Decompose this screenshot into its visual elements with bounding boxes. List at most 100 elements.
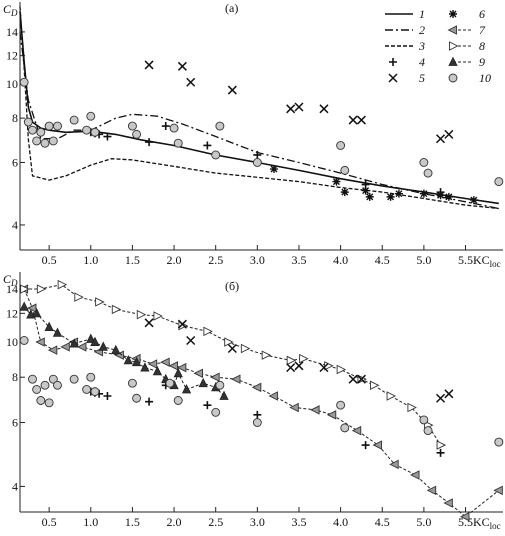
series-7-point: [147, 359, 158, 369]
series-4-point: [203, 401, 212, 410]
series-6-point: [419, 189, 428, 198]
series-8-point: [386, 391, 397, 401]
panel-2: 0.5 1.0 1.5 2.0 2.5 3.0 3.5 4.0 4.5 5.0 5.54681012…: [3, 272, 504, 531]
series-6-point: [365, 192, 374, 201]
series-10-point: [127, 378, 137, 388]
series-10-point: [211, 407, 221, 417]
series-10-point: [53, 121, 62, 131]
series-7-point: [426, 485, 437, 496]
series-8-point: [286, 355, 297, 366]
series-7-point: [210, 372, 220, 382]
series-7-point: [326, 410, 337, 420]
y-axis-label-sub: D: [10, 278, 18, 288]
legend-swatch-marker: [448, 56, 458, 66]
series-10-point: [86, 111, 96, 121]
series-6-point: [340, 188, 349, 197]
series-4-point: [103, 132, 112, 141]
x-tick-label: 5.0: [416, 515, 431, 529]
series-8-point: [136, 309, 147, 320]
x-tick-label: 4.0: [333, 515, 348, 529]
series-7-point: [493, 485, 503, 496]
x-tick-label: 3.0: [250, 515, 265, 529]
series-10-point: [252, 158, 262, 167]
y-axis-label-sub: D: [10, 8, 18, 18]
y-tick-label: 8: [12, 111, 18, 125]
series-6-point: [386, 192, 395, 201]
series-5-point: [436, 134, 446, 144]
legend-swatch-marker: [388, 73, 398, 83]
series-4-point: [203, 141, 212, 150]
series-8-point: [111, 304, 122, 315]
legend-label: 6: [479, 7, 485, 21]
series-5-point: [177, 61, 187, 71]
series-7-point: [47, 345, 58, 355]
x-tick-label: 4.5: [375, 515, 390, 529]
y-tick-label: 14: [6, 25, 18, 39]
series-10-point: [28, 374, 37, 384]
x-tick-label: 1.0: [83, 515, 98, 529]
x-tick-label: 0.5: [42, 253, 57, 267]
series-10-point: [494, 177, 504, 187]
series-10-point: [215, 380, 225, 390]
x-tick-label: 1.0: [83, 253, 98, 267]
series-7-point: [372, 440, 383, 450]
series-6-point: [469, 196, 478, 205]
x-tick-label: 3.0: [250, 253, 265, 267]
series-9-point: [181, 384, 192, 394]
series-10-point: [40, 138, 50, 148]
series-9-point: [173, 367, 183, 378]
x-axis-label-sub: loc: [490, 259, 501, 269]
series-4-point: [253, 410, 262, 419]
series-5-point: [294, 102, 304, 112]
series-7-point: [410, 470, 420, 480]
series-8-point: [57, 279, 68, 290]
legend: 1 2 3 4 5 6 7 8 9 10: [385, 7, 491, 85]
series-4-point: [436, 448, 445, 457]
series-5-point: [144, 318, 154, 328]
series-7-point: [168, 361, 179, 371]
series-5-point: [144, 60, 154, 70]
x-axis-label: KCloc: [473, 253, 501, 269]
series-6-point: [361, 186, 370, 195]
series-8-point: [336, 364, 347, 375]
legend-label: 8: [479, 39, 485, 53]
series-10-point: [44, 121, 54, 131]
x-tick-label: 1.5: [125, 515, 140, 529]
series-7-point: [35, 337, 45, 347]
legend-swatch-marker: [389, 58, 397, 66]
series-9-point: [140, 362, 150, 372]
series-10-point: [19, 336, 29, 345]
series-5-point: [319, 363, 329, 373]
series-7-point: [443, 498, 453, 508]
series-8-point: [203, 326, 213, 337]
series-5-point: [356, 374, 366, 384]
x-axis-label-sub: loc: [490, 521, 501, 531]
series-7-point: [60, 342, 70, 352]
series-8-point: [240, 343, 251, 354]
series-9-point: [131, 356, 142, 367]
series-10-point: [423, 426, 433, 436]
series-6-point: [394, 189, 403, 198]
series-10-point: [69, 374, 79, 384]
x-axis-label: KCloc: [473, 515, 501, 531]
series-9-point: [19, 301, 29, 311]
series-7-point: [460, 511, 470, 522]
series-7-point: [389, 459, 399, 470]
y-tick-label: 12: [6, 49, 18, 63]
series-8-point: [74, 292, 84, 302]
x-tick-label: 1.5: [125, 253, 140, 267]
series-8-point: [436, 440, 447, 450]
x-tick-label: 5.5: [458, 253, 473, 267]
series-5-point: [227, 85, 237, 95]
series-9-point: [198, 377, 208, 388]
series-5-point: [348, 115, 358, 125]
y-tick-label: 14: [6, 282, 18, 296]
series-5-point: [356, 115, 366, 125]
legend-label: 1: [419, 7, 425, 21]
series-7-point: [193, 368, 203, 379]
legend-swatch-marker: [448, 73, 458, 83]
series-10-point: [40, 380, 50, 390]
series-10-point: [165, 378, 175, 388]
series-7-point: [351, 425, 362, 436]
